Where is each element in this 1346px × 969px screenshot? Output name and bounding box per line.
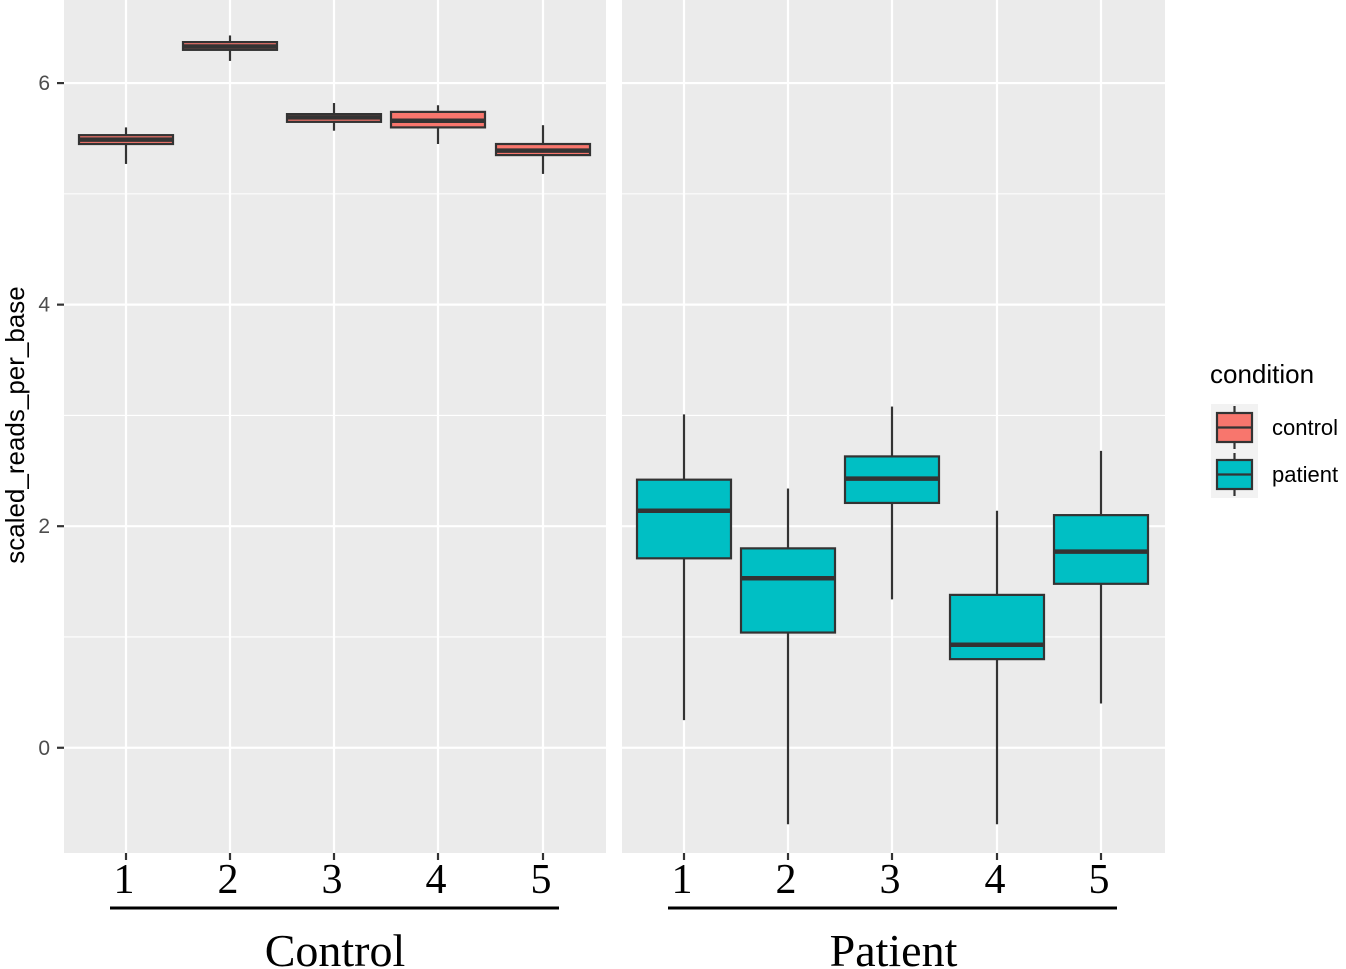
legend-label: patient [1272, 462, 1338, 487]
legend-title: condition [1210, 359, 1314, 389]
legend-item-patient: patient [1211, 451, 1338, 498]
y-tick-label: 6 [38, 72, 50, 95]
x-tick-label: 3 [880, 857, 901, 903]
x-tick-label: 1 [114, 857, 135, 903]
box-control-3 [285, 103, 383, 131]
y-tick-label: 0 [38, 737, 50, 760]
box-patient-3 [843, 406, 941, 600]
x-tick-label: 2 [776, 857, 797, 903]
panel-background-patient [622, 0, 1165, 853]
box-control-1 [77, 127, 175, 164]
box-iqr [635, 478, 733, 560]
x-tick-label: 1 [672, 857, 693, 903]
y-tick-label: 2 [38, 515, 50, 538]
x-tick-label: 5 [531, 857, 552, 903]
x-tick-label: 3 [322, 857, 343, 903]
box-iqr [948, 593, 1046, 661]
group-label-patient: Patient [830, 925, 958, 969]
legend: condition control patient [1210, 359, 1338, 498]
x-tick-label: 5 [1089, 857, 1110, 903]
x-tick-label: 4 [426, 857, 447, 903]
legend-item-control: control [1211, 404, 1338, 451]
x-tick-label: 2 [218, 857, 239, 903]
boxplot-marks [77, 35, 1150, 825]
group-label-control: Control [265, 925, 406, 969]
box-patient-5 [1052, 450, 1150, 704]
x-axis: 1 2 3 4 5 Control 1 2 3 4 5 Patient [110, 853, 1117, 969]
x-tick-label: 4 [985, 857, 1006, 903]
legend-label: control [1272, 415, 1338, 440]
box-control-4 [389, 105, 487, 145]
box-iqr [739, 547, 837, 634]
box-control-2 [181, 35, 279, 61]
box-patient-2 [739, 488, 837, 825]
y-axis: 0 2 4 6 [38, 72, 64, 760]
box-patient-4 [948, 510, 1046, 825]
y-axis-title: scaled_reads_per_base [0, 286, 30, 564]
y-tick-label: 4 [38, 294, 50, 317]
box-control-5 [494, 125, 592, 174]
box-patient-1 [635, 414, 733, 721]
